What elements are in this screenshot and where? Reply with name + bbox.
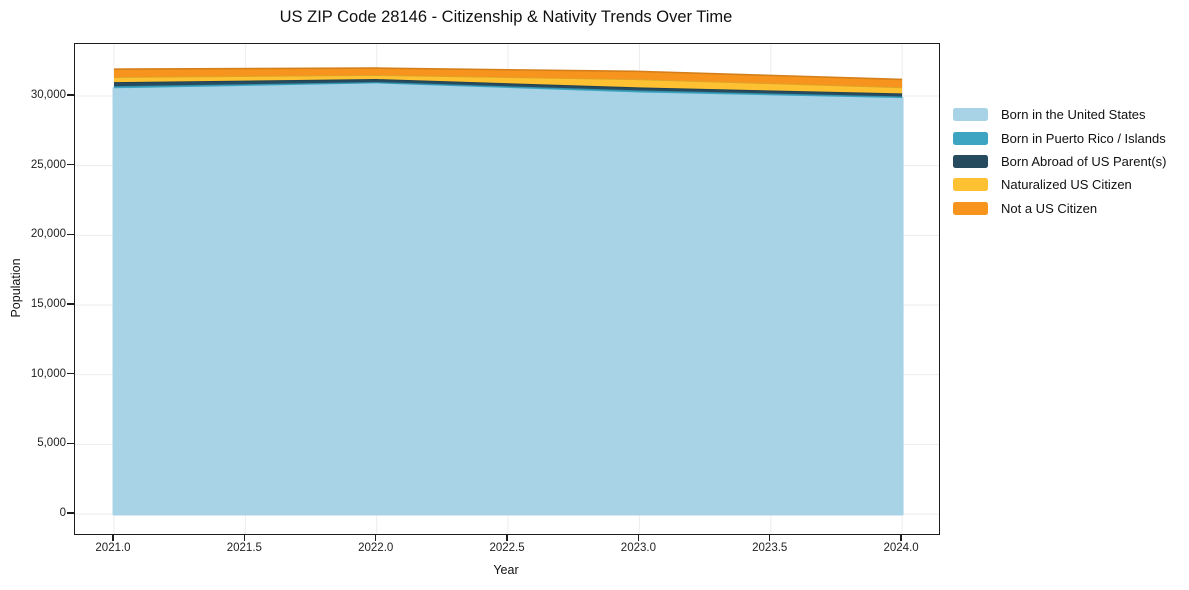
- x-tick-mark: [637, 535, 640, 541]
- x-tick-mark: [768, 535, 771, 541]
- x-tick-mark: [374, 535, 377, 541]
- x-tick-label: 2023.5: [752, 542, 788, 554]
- legend: Born in the United States Born in Puerto …: [953, 103, 1166, 220]
- y-tick-label: 30,000: [30, 88, 66, 101]
- x-tick-label: 2022.5: [489, 542, 525, 554]
- x-tick-mark: [900, 535, 902, 541]
- legend-label: Born Abroad of US Parent(s): [1001, 153, 1167, 169]
- y-tick-label: 15,000: [30, 297, 66, 310]
- legend-item: Born in the United States: [953, 103, 1166, 126]
- legend-item: Born in Puerto Rico / Islands: [953, 126, 1166, 149]
- legend-item: Not a US Citizen: [953, 197, 1166, 220]
- legend-swatch: [953, 131, 988, 145]
- y-tick-mark: [67, 372, 74, 375]
- x-axis-title: Year: [493, 563, 519, 577]
- y-tick-mark: [67, 233, 74, 236]
- legend-swatch: [953, 178, 988, 192]
- x-tick-label: 2022.0: [358, 542, 394, 554]
- stacked-area-plot: [75, 44, 939, 534]
- x-tick-mark: [506, 535, 508, 541]
- chart-title: US ZIP Code 28146 - Citizenship & Nativi…: [279, 8, 733, 26]
- y-tick-label: 0: [59, 507, 66, 519]
- x-tick-label: 2024.0: [883, 542, 919, 554]
- legend-label: Born in Puerto Rico / Islands: [1001, 130, 1166, 146]
- x-tick-label: 2021.0: [95, 542, 131, 554]
- x-tick-label: 2023.0: [620, 542, 656, 554]
- legend-item: Naturalized US Citizen: [953, 173, 1166, 196]
- y-tick-mark: [67, 94, 74, 96]
- y-tick-label: 10,000: [30, 367, 66, 380]
- y-tick-mark: [67, 442, 74, 445]
- legend-label: Naturalized US Citizen: [1001, 177, 1132, 193]
- legend-swatch: [953, 201, 988, 215]
- y-tick-label: 20,000: [30, 228, 66, 241]
- legend-item: Born Abroad of US Parent(s): [953, 150, 1166, 173]
- x-tick-mark: [112, 535, 114, 541]
- y-tick-label: 25,000: [30, 158, 66, 171]
- y-tick-mark: [67, 163, 74, 166]
- y-tick-label: 5,000: [37, 437, 66, 450]
- legend-label: Born in the United States: [1001, 107, 1146, 123]
- x-tick-label: 2021.5: [226, 542, 262, 554]
- x-tick-mark: [243, 535, 246, 541]
- legend-swatch: [953, 154, 988, 168]
- y-tick-mark: [67, 512, 74, 514]
- legend-label: Not a US Citizen: [1001, 200, 1098, 216]
- legend-swatch: [953, 108, 988, 122]
- plot-area: [74, 43, 940, 535]
- y-tick-mark: [67, 303, 74, 305]
